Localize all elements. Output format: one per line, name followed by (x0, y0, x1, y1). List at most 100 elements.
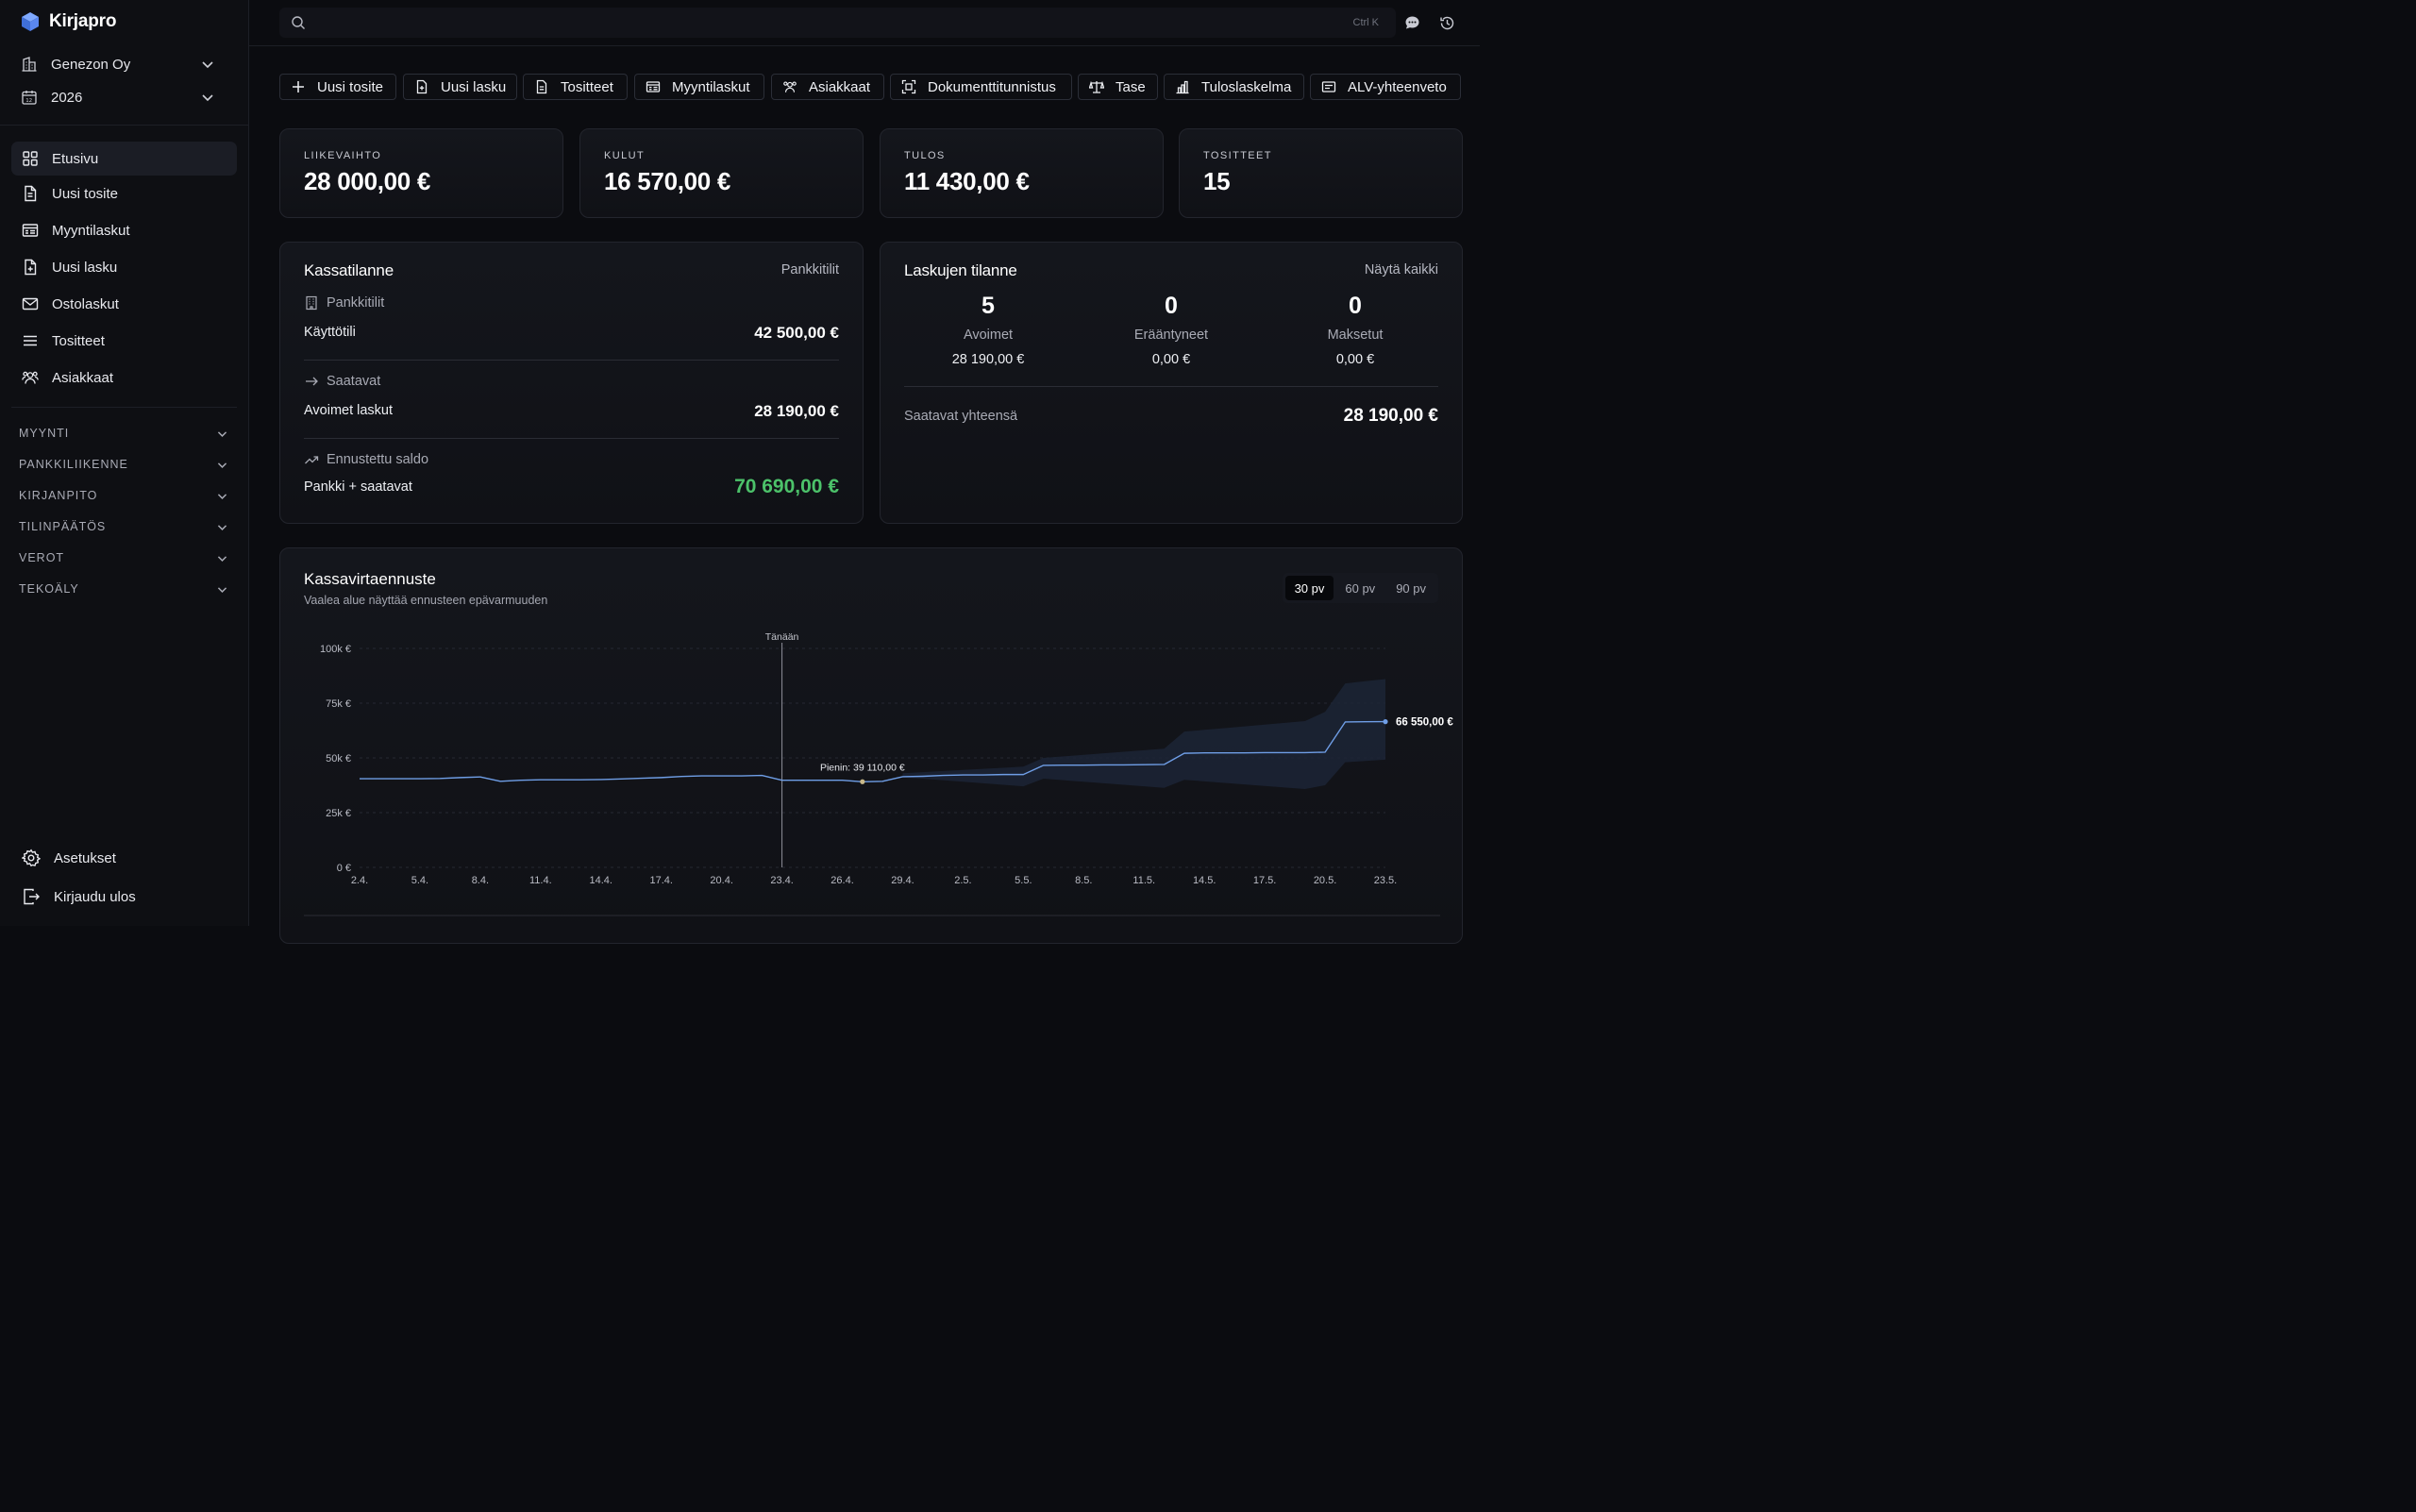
year-value: 2026 (51, 89, 83, 106)
kpi-label: TULOS (904, 150, 946, 161)
nav-item-asiakkaat[interactable]: Asiakkaat (11, 361, 237, 395)
company-selector[interactable]: Genezon Oy (21, 53, 219, 76)
chat-icon[interactable] (1404, 15, 1420, 31)
quick-action-asiakkaat[interactable]: Asiakkaat (771, 74, 884, 100)
quick-action-uusi-lasku[interactable]: Uusi lasku (403, 74, 517, 100)
document-plus-icon (22, 259, 39, 276)
nav-item-tositteet[interactable]: Tositteet (11, 324, 237, 358)
kpi-value: 11 430,00 € (904, 167, 1030, 195)
company-name: Genezon Oy (51, 56, 131, 73)
stat-count: 0 (1349, 293, 1362, 319)
invoice-stat-paid[interactable]: 0 Maksetut 0,00 € (1266, 292, 1445, 367)
kpi-card-kulut: KULUT 16 570,00 € (579, 128, 864, 218)
uncertainty-band (902, 679, 1385, 789)
nav-group-label: VEROT (19, 551, 65, 564)
nav-item-asetukset[interactable]: Asetukset (11, 841, 237, 875)
nav-group-kirjanpito[interactable]: KIRJANPITO (19, 486, 230, 505)
cash-position-card: Kassatilanne Pankkitilit Pankkitilit Käy… (279, 242, 864, 524)
quick-action-label: Tase (1116, 78, 1146, 95)
nav-item-uusi-lasku[interactable]: Uusi lasku (11, 250, 237, 284)
quick-action-label: Uusi tosite (317, 78, 384, 95)
nav-group-tekoaly[interactable]: TEKOÄLY (19, 580, 230, 598)
range-option-60[interactable]: 60 pv (1345, 580, 1376, 596)
kpi-card-tulos: TULOS 11 430,00 € (880, 128, 1164, 218)
nav-group-label: TEKOÄLY (19, 582, 79, 596)
quick-action-uusi-tosite[interactable]: Uusi tosite (279, 74, 396, 100)
nav-item-myyntilaskut[interactable]: Myyntilaskut (11, 213, 237, 247)
forecast-balance-label: Pankki + saatavat (304, 479, 412, 495)
nav-item-label: Myyntilaskut (52, 222, 130, 239)
history-icon[interactable] (1439, 15, 1455, 31)
nav-item-label: Ostolaskut (52, 295, 119, 312)
x-tick-label: 23.5. (1374, 875, 1397, 886)
nav-group-tilinpaatos[interactable]: TILINPÄÄTÖS (19, 517, 230, 536)
sidebar: Kirjapro Genezon Oy 12 2026 Et (0, 0, 249, 926)
mail-icon (22, 295, 39, 312)
users-icon (782, 79, 797, 94)
chevron-down-icon (216, 521, 228, 533)
quick-action-tositteet[interactable]: Tositteet (523, 74, 628, 100)
show-all-link[interactable]: Näytä kaikki (1364, 262, 1438, 277)
stat-label: Erääntyneet (1133, 328, 1209, 343)
quick-action-label: Tuloslaskelma (1201, 78, 1292, 95)
nav-item-ostolaskut[interactable]: Ostolaskut (11, 287, 237, 321)
quick-action-label: Dokumenttitunnistus (928, 78, 1056, 95)
bank-accounts-link[interactable]: Pankkitilit (780, 262, 839, 277)
x-tick-label: 17.4. (649, 875, 672, 886)
invoice-stat-overdue[interactable]: 0 Erääntyneet 0,00 € (1082, 292, 1261, 367)
nav-item-uusi-tosite[interactable]: Uusi tosite (11, 176, 237, 210)
gear-icon (22, 848, 41, 867)
y-tick-label: 25k € (326, 808, 351, 819)
quick-action-tase[interactable]: Tase (1078, 74, 1158, 100)
nav-group-myynti[interactable]: MYYNTI (19, 424, 230, 443)
total-receivables-value: 28 190,00 € (1343, 406, 1438, 426)
quick-action-myyntilaskut[interactable]: Myyntilaskut (634, 74, 764, 100)
nav-item-label: Asiakkaat (52, 369, 114, 386)
x-tick-label: 23.4. (770, 875, 793, 886)
dashboard-icon (22, 150, 39, 167)
chevron-down-icon (216, 490, 228, 502)
kpi-label: LIIKEVAIHTO (304, 150, 382, 161)
invoice-stat-open[interactable]: 5 Avoimet 28 190,00 € (898, 292, 1078, 367)
stat-label: Avoimet (963, 328, 1014, 343)
stat-label: Maksetut (1327, 328, 1384, 343)
chevron-down-icon (216, 552, 228, 564)
forecast-balance-value: 70 690,00 € (734, 476, 839, 497)
nav-item-label: Tositteet (52, 332, 105, 349)
y-tick-label: 50k € (326, 753, 351, 764)
range-option-30[interactable]: 30 pv (1284, 576, 1334, 600)
quick-action-tuloslaskelma[interactable]: Tuloslaskelma (1164, 74, 1304, 100)
nav-item-label: Uusi lasku (52, 259, 118, 276)
nav-item-label: Kirjaudu ulos (54, 888, 136, 905)
year-selector[interactable]: 12 2026 (21, 86, 219, 109)
x-tick-label: 14.5. (1193, 875, 1216, 886)
y-tick-label: 0 € (337, 863, 351, 874)
nav-item-etusivu[interactable]: Etusivu (11, 142, 237, 176)
nav-item-kirjaudu-ulos[interactable]: Kirjaudu ulos (11, 880, 237, 914)
min-point-label: Pienin: 39 110,00 € (820, 762, 905, 773)
x-tick-label: 17.5. (1253, 875, 1276, 886)
stat-count: 5 (982, 293, 995, 319)
calendar-icon: 12 (21, 89, 38, 106)
x-tick-label: 20.4. (710, 875, 732, 886)
nav-group-verot[interactable]: VEROT (19, 548, 230, 567)
receivables-label: Avoimet laskut (304, 403, 394, 418)
nav-group-pankkiliikenne[interactable]: PANKKILIIKENNE (19, 455, 230, 474)
document-plus-icon (414, 79, 429, 94)
y-tick-label: 100k € (320, 644, 351, 655)
quick-action-alv-yhteenveto[interactable]: ALV-yhteenveto (1310, 74, 1461, 100)
x-tick-label: 8.5. (1075, 875, 1092, 886)
end-point-label: 66 550,00 € (1396, 717, 1453, 729)
chevron-down-icon (216, 428, 228, 440)
range-option-90[interactable]: 90 pv (1396, 580, 1426, 596)
search-input[interactable]: Ctrl K (279, 8, 1396, 38)
kpi-label: TOSITTEET (1203, 150, 1272, 161)
card-title: Laskujen tilanne (904, 261, 1017, 279)
x-tick-label: 11.5. (1132, 875, 1155, 886)
sidebar-divider (0, 125, 249, 126)
x-tick-label: 14.4. (590, 875, 612, 886)
brand[interactable]: Kirjapro (21, 11, 116, 32)
nav-group-label: MYYNTI (19, 427, 70, 440)
quick-action-dokumenttitunnistus[interactable]: Dokumenttitunnistus (890, 74, 1072, 100)
nav-item-label: Etusivu (52, 150, 99, 167)
